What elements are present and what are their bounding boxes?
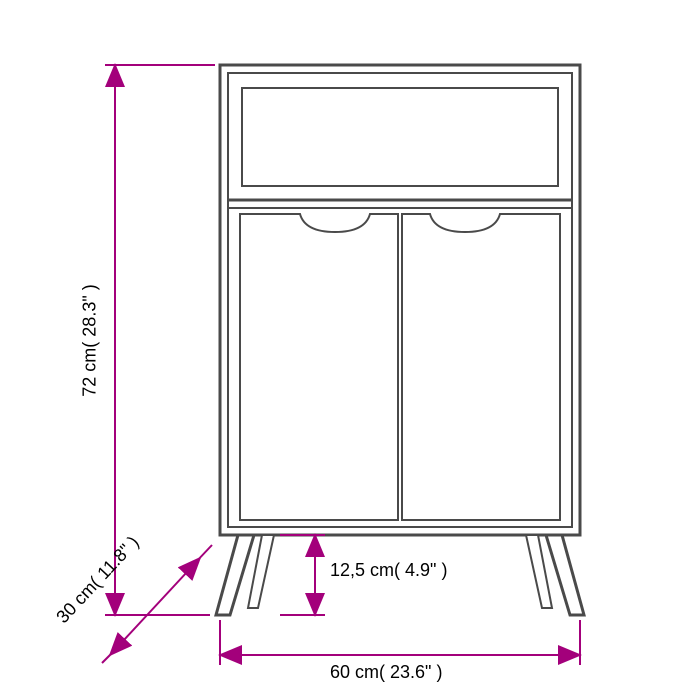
cabinet-body <box>220 65 580 535</box>
dim-leg-height <box>280 535 325 615</box>
diagram-svg <box>0 0 700 700</box>
dim-height <box>105 65 215 615</box>
door-left <box>240 214 398 520</box>
dim-width <box>220 620 580 665</box>
door-right <box>402 214 560 520</box>
diagram-container: 72 cm( 28.3" ) 12,5 cm( 4.9" ) 60 cm( 23… <box>0 0 700 700</box>
label-height: 72 cm( 28.3" ) <box>80 261 101 421</box>
label-leg-height: 12,5 cm( 4.9" ) <box>330 560 447 581</box>
label-width: 60 cm( 23.6" ) <box>330 662 442 683</box>
